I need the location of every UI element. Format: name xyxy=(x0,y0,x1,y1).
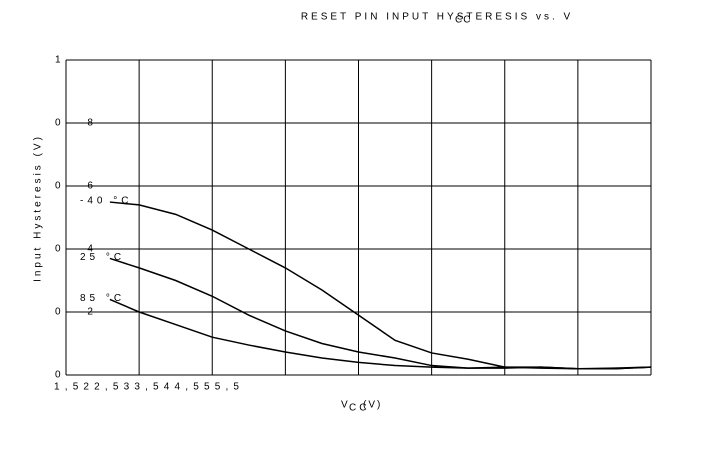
x-axis-label: V xyxy=(341,400,348,411)
title-subscript: CC xyxy=(455,15,471,26)
y-tick-label: 0 xyxy=(55,370,61,381)
y-tick-label: 1 xyxy=(55,55,61,66)
x-axis-subscript: CC xyxy=(349,403,369,414)
x-tick-labels: 1 , 5 2 2 , 5 3 3 , 5 4 4 , 5 5 5 , 5 xyxy=(54,382,240,393)
series-line xyxy=(109,298,652,370)
y-axis-label: Input Hysteresis (V) xyxy=(33,134,44,282)
series-label: -40 °C xyxy=(80,196,132,207)
series-label: 25 °C xyxy=(80,252,125,263)
x-axis-unit: (V) xyxy=(363,400,382,411)
chart-title: RESET PIN INPUT HYSTERESIS vs. V xyxy=(301,12,573,23)
series-label: 85 °C xyxy=(80,293,125,304)
